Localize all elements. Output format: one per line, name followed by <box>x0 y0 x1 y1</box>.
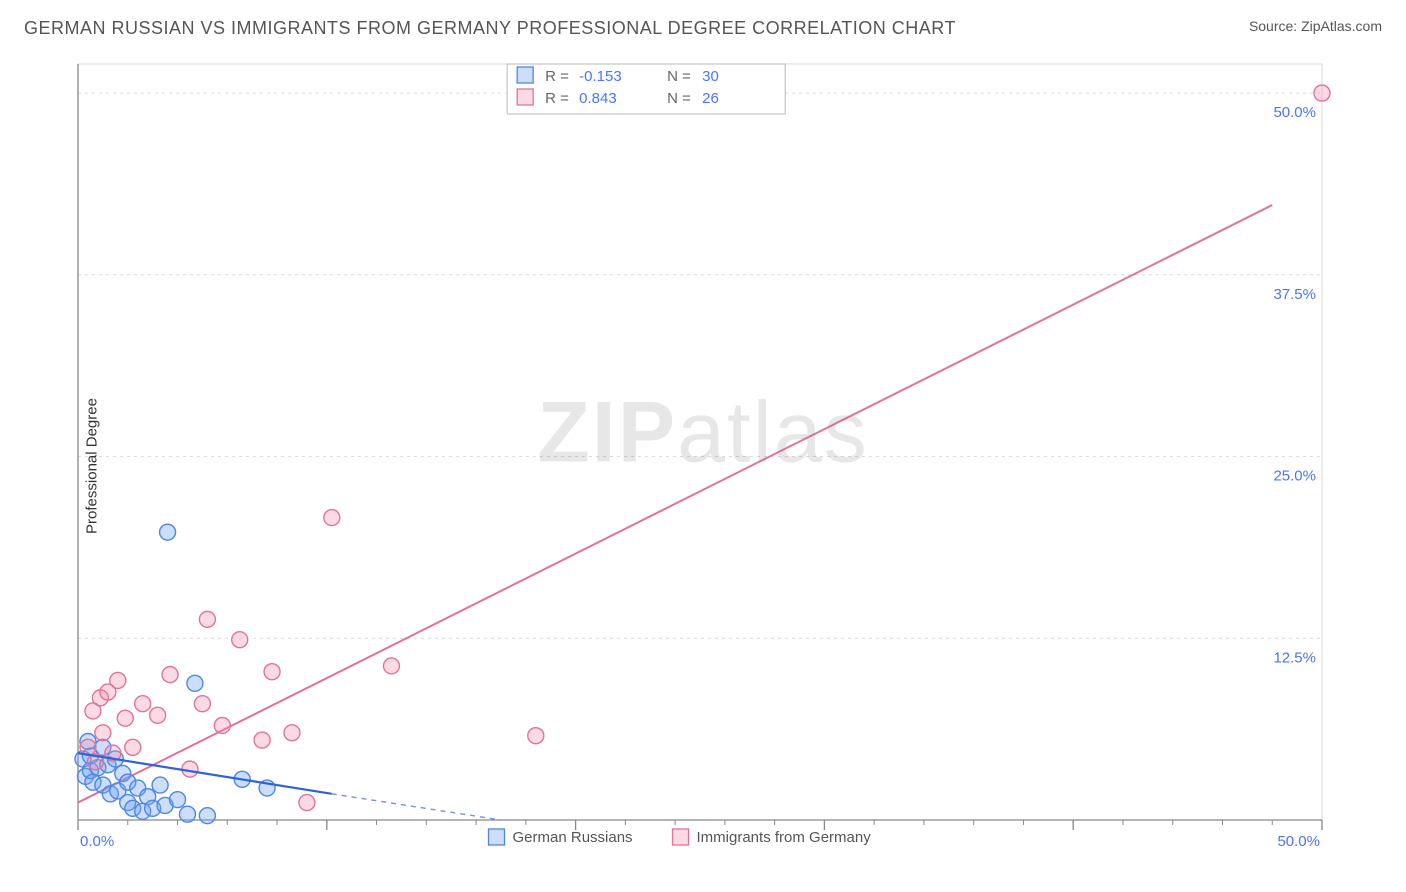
legend-swatch <box>673 829 689 845</box>
data-point <box>214 718 230 734</box>
svg-text:R =: R = <box>545 68 569 85</box>
data-point <box>160 524 176 540</box>
data-point <box>125 739 141 755</box>
data-point <box>194 696 210 712</box>
data-point <box>284 725 300 741</box>
data-point <box>152 777 168 793</box>
y-axis-label: Professional Degree <box>83 398 100 534</box>
legend-label: Immigrants from Germany <box>697 829 872 846</box>
y-tick-label: 12.5% <box>1273 649 1316 666</box>
data-point <box>117 710 133 726</box>
svg-text:-0.153: -0.153 <box>579 68 622 85</box>
trend-line-blue-dashed <box>332 794 501 820</box>
data-point <box>1314 85 1330 101</box>
source-attribution: Source: ZipAtlas.com <box>1249 18 1382 34</box>
data-point <box>135 696 151 712</box>
data-point <box>179 806 195 822</box>
svg-text:R =: R = <box>545 90 569 107</box>
data-point <box>528 728 544 744</box>
x-tick-label: 0.0% <box>80 833 114 850</box>
svg-text:N =: N = <box>667 68 691 85</box>
y-tick-label: 25.0% <box>1273 468 1316 485</box>
x-tick-label: 50.0% <box>1277 833 1320 850</box>
data-point <box>199 808 215 824</box>
data-point <box>299 795 315 811</box>
chart-title: GERMAN RUSSIAN VS IMMIGRANTS FROM GERMAN… <box>24 18 956 39</box>
data-point <box>324 510 340 526</box>
legend-swatch <box>489 829 505 845</box>
legend-swatch <box>517 89 533 105</box>
correlation-scatter-chart: 12.5% 25.0% 37.5% 50.0% 0.0% 50.0% R = -0.153 N … <box>24 50 1334 850</box>
stats-legend: R = -0.153 N = 30 R = 0.843 N = 26 <box>507 64 785 114</box>
svg-text:26: 26 <box>702 90 719 107</box>
y-tick-label: 50.0% <box>1273 104 1316 121</box>
legend-swatch <box>517 67 533 83</box>
svg-text:N =: N = <box>667 90 691 107</box>
data-point <box>254 732 270 748</box>
data-point <box>232 632 248 648</box>
svg-text:0.843: 0.843 <box>579 90 617 107</box>
data-point <box>110 672 126 688</box>
data-point <box>187 675 203 691</box>
data-point <box>162 667 178 683</box>
svg-text:30: 30 <box>702 68 719 85</box>
y-tick-label: 37.5% <box>1273 286 1316 303</box>
legend-label: German Russians <box>513 829 633 846</box>
data-point <box>150 707 166 723</box>
data-point <box>170 792 186 808</box>
data-point <box>199 611 215 627</box>
data-point <box>95 725 111 741</box>
trend-line-pink <box>78 205 1272 803</box>
data-point <box>383 658 399 674</box>
data-point <box>264 664 280 680</box>
